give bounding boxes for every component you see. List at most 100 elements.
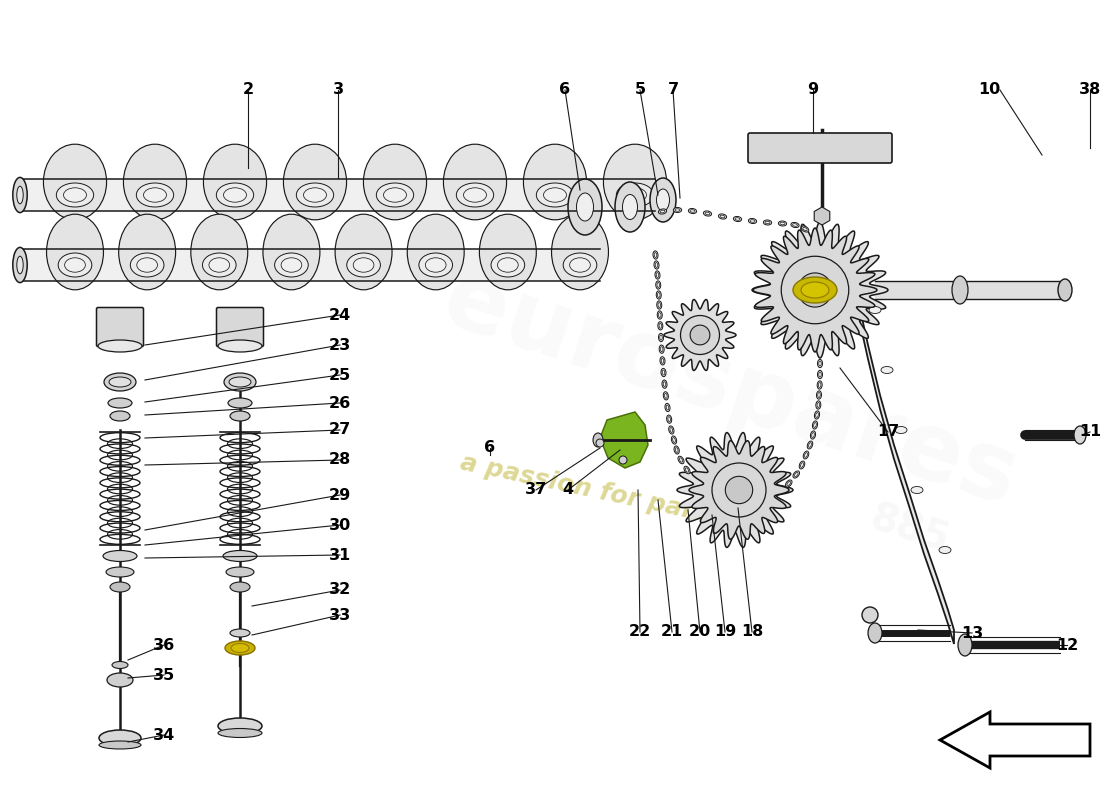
Ellipse shape xyxy=(791,222,799,227)
Ellipse shape xyxy=(224,373,256,391)
Ellipse shape xyxy=(130,253,164,277)
Ellipse shape xyxy=(718,214,727,219)
Ellipse shape xyxy=(537,183,574,207)
Text: 19: 19 xyxy=(714,625,736,639)
Ellipse shape xyxy=(656,262,658,267)
Ellipse shape xyxy=(689,209,696,214)
Ellipse shape xyxy=(794,473,799,477)
Ellipse shape xyxy=(376,183,414,207)
Circle shape xyxy=(690,325,710,345)
Ellipse shape xyxy=(662,370,664,375)
FancyBboxPatch shape xyxy=(217,307,264,346)
Text: 20: 20 xyxy=(689,625,711,639)
Ellipse shape xyxy=(218,718,262,734)
Ellipse shape xyxy=(109,377,131,387)
Ellipse shape xyxy=(667,405,669,410)
Ellipse shape xyxy=(604,144,667,220)
Text: eurospares: eurospares xyxy=(431,254,1028,526)
Ellipse shape xyxy=(800,461,805,469)
Ellipse shape xyxy=(624,188,647,202)
Ellipse shape xyxy=(112,662,128,669)
Ellipse shape xyxy=(209,258,230,272)
FancyBboxPatch shape xyxy=(748,133,892,163)
Ellipse shape xyxy=(659,209,667,214)
Ellipse shape xyxy=(223,550,257,562)
Text: 17: 17 xyxy=(877,425,899,439)
Ellipse shape xyxy=(653,251,658,259)
Ellipse shape xyxy=(136,183,174,207)
Ellipse shape xyxy=(818,382,821,387)
Ellipse shape xyxy=(662,380,667,388)
Text: 9: 9 xyxy=(807,82,818,98)
Circle shape xyxy=(725,476,752,504)
Ellipse shape xyxy=(659,345,664,354)
Ellipse shape xyxy=(650,178,676,222)
Ellipse shape xyxy=(491,253,525,277)
Text: 11: 11 xyxy=(1079,425,1100,439)
Ellipse shape xyxy=(750,220,755,222)
Text: 21: 21 xyxy=(661,625,683,639)
Ellipse shape xyxy=(657,189,670,211)
Ellipse shape xyxy=(816,413,818,418)
Ellipse shape xyxy=(868,623,882,643)
Ellipse shape xyxy=(384,188,407,202)
Ellipse shape xyxy=(353,258,374,272)
Ellipse shape xyxy=(814,422,816,427)
Ellipse shape xyxy=(675,447,678,453)
Ellipse shape xyxy=(98,340,142,352)
Ellipse shape xyxy=(803,227,807,230)
FancyBboxPatch shape xyxy=(97,307,143,346)
Ellipse shape xyxy=(407,214,464,290)
Ellipse shape xyxy=(793,471,800,478)
Ellipse shape xyxy=(734,217,741,222)
Ellipse shape xyxy=(657,273,659,278)
Ellipse shape xyxy=(817,393,821,398)
Ellipse shape xyxy=(818,372,822,377)
Ellipse shape xyxy=(817,402,820,407)
Text: 5: 5 xyxy=(635,82,646,98)
Text: 33: 33 xyxy=(329,607,351,622)
Ellipse shape xyxy=(654,271,660,279)
Polygon shape xyxy=(664,299,736,370)
Ellipse shape xyxy=(690,210,695,212)
Ellipse shape xyxy=(793,224,798,226)
Ellipse shape xyxy=(911,486,923,494)
Ellipse shape xyxy=(793,277,837,303)
Ellipse shape xyxy=(107,673,133,687)
Text: 24: 24 xyxy=(329,307,351,322)
Ellipse shape xyxy=(674,446,680,454)
Ellipse shape xyxy=(764,222,770,224)
Ellipse shape xyxy=(801,462,803,467)
Polygon shape xyxy=(940,712,1090,768)
Ellipse shape xyxy=(13,178,28,213)
Ellipse shape xyxy=(817,359,823,368)
Ellipse shape xyxy=(108,398,132,408)
Ellipse shape xyxy=(952,276,968,304)
Ellipse shape xyxy=(817,370,823,378)
Text: 12: 12 xyxy=(1056,638,1078,653)
Text: 6: 6 xyxy=(484,441,496,455)
Ellipse shape xyxy=(426,258,447,272)
Circle shape xyxy=(782,253,858,327)
Ellipse shape xyxy=(119,214,176,290)
Ellipse shape xyxy=(16,186,23,204)
Ellipse shape xyxy=(658,293,660,298)
Ellipse shape xyxy=(656,281,661,289)
Ellipse shape xyxy=(190,214,248,290)
Text: 34: 34 xyxy=(153,727,175,742)
Ellipse shape xyxy=(99,741,141,749)
Ellipse shape xyxy=(667,415,672,423)
Ellipse shape xyxy=(684,466,690,474)
Text: 23: 23 xyxy=(329,338,351,353)
Ellipse shape xyxy=(456,183,494,207)
Ellipse shape xyxy=(748,218,757,223)
Ellipse shape xyxy=(1058,279,1072,301)
Ellipse shape xyxy=(218,340,262,352)
Ellipse shape xyxy=(657,282,660,287)
Ellipse shape xyxy=(663,392,669,400)
Ellipse shape xyxy=(657,301,662,309)
Text: 885: 885 xyxy=(866,499,955,561)
Ellipse shape xyxy=(64,188,87,202)
Ellipse shape xyxy=(817,381,822,389)
Circle shape xyxy=(596,439,604,447)
